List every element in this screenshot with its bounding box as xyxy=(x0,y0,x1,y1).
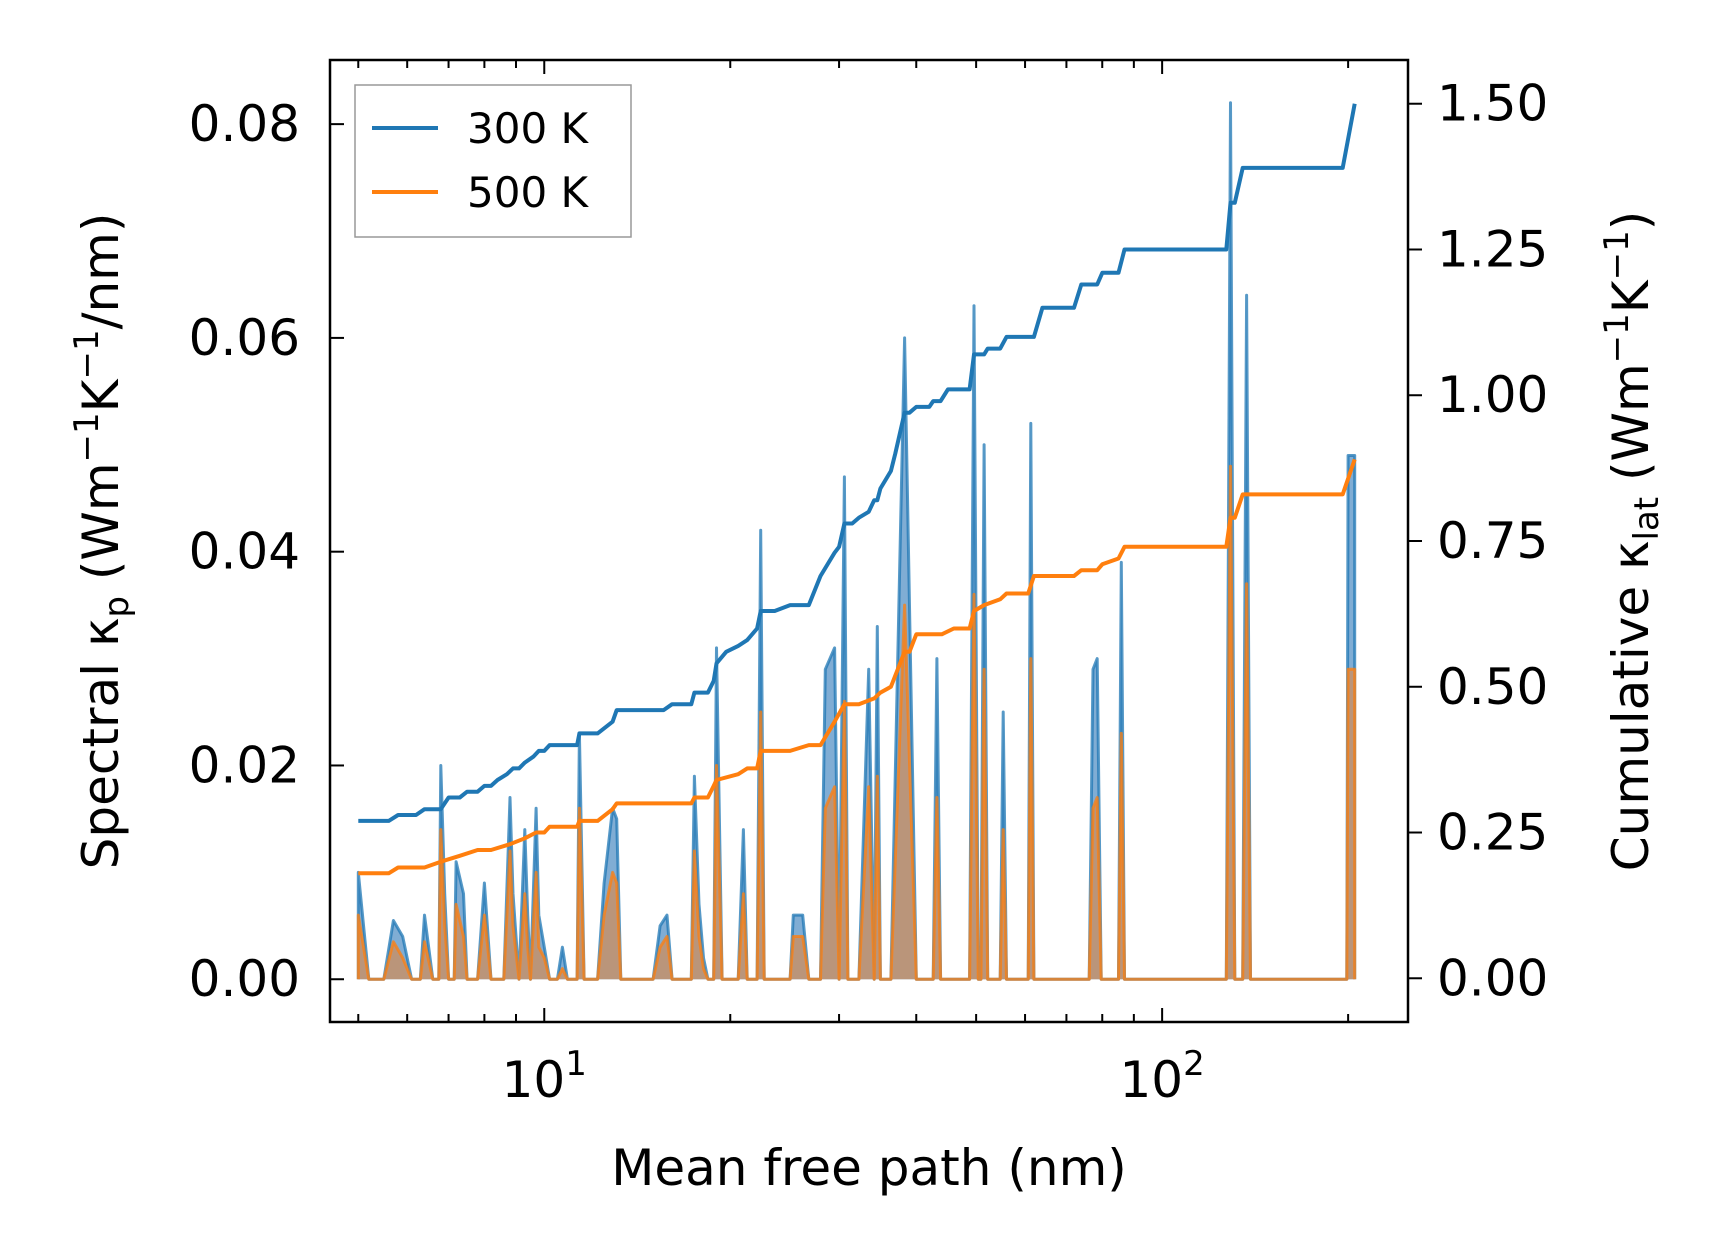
x-tick-exponent: 1 xyxy=(565,1044,587,1084)
y-right-sub: lat xyxy=(1627,497,1667,541)
y-left-tick-label: 0.04 xyxy=(189,523,300,581)
legend-box xyxy=(354,84,632,238)
x-tick-label: 101 xyxy=(502,1044,587,1109)
y-left-tick-label: 0.00 xyxy=(189,950,300,1008)
axis-ticks: 101 1020.000.020.040.060.080.000.250.500.… xyxy=(189,60,1548,1109)
y-right-tick-label: 0.25 xyxy=(1437,804,1548,862)
y-right-prefix: Cumulative κ xyxy=(1602,540,1660,871)
spectral-area-0 xyxy=(358,102,1355,980)
y-right-sup1: −1 xyxy=(1597,313,1637,363)
y-left-tick-label: 0.06 xyxy=(189,309,300,367)
y-left-tick-label: 0.08 xyxy=(189,95,300,153)
y-right-tick-label: 1.00 xyxy=(1437,366,1548,424)
cumulative-line-0 xyxy=(358,103,1357,823)
y-right-units-open: (Wm xyxy=(1602,363,1660,497)
y-right-tick-label: 0.75 xyxy=(1437,512,1548,570)
y-left-sup1: −1 xyxy=(67,412,107,462)
y-left-sub: p xyxy=(97,596,137,618)
spectral-area-1 xyxy=(358,466,1355,980)
x-axis-title: Mean free path (nm) xyxy=(611,1139,1127,1197)
y-right-mid: K xyxy=(1602,279,1660,313)
legend-label-300k: 300 K xyxy=(467,104,590,153)
y-right-tick-label: 1.50 xyxy=(1437,75,1548,133)
legend-label-500k: 500 K xyxy=(467,168,590,217)
spectral-line-1 xyxy=(356,464,1357,981)
y-left-tick-label: 0.02 xyxy=(189,736,300,794)
y-right-tick-label: 0.50 xyxy=(1437,658,1548,716)
y-left-suffix: /nm) xyxy=(72,213,130,330)
y-right-sup2: −1 xyxy=(1597,230,1637,280)
y-left-prefix: Spectral κ xyxy=(72,618,130,870)
y-left-sup2: −1 xyxy=(67,329,107,379)
y-axis-left-title: Spectral κp (Wm−1K−1/nm) xyxy=(67,213,137,870)
x-tick-exponent: 2 xyxy=(1183,1044,1205,1084)
spectral-fills xyxy=(356,101,1357,981)
cumulative-line-1 xyxy=(358,458,1357,876)
y-left-units-open: (Wm xyxy=(72,462,130,596)
x-tick-base: 10 xyxy=(1119,1051,1183,1109)
series-lines xyxy=(358,103,1357,876)
x-tick-label: 102 xyxy=(1119,1044,1204,1109)
y-left-mid: K xyxy=(72,378,130,412)
y-axis-right-title: Cumulative κlat (Wm−1K−1) xyxy=(1597,211,1667,871)
y-right-suffix: ) xyxy=(1602,211,1660,231)
x-tick-base: 10 xyxy=(502,1051,566,1109)
legend: 300 K 500 K xyxy=(354,84,632,238)
y-right-tick-label: 0.00 xyxy=(1437,949,1548,1007)
y-right-tick-label: 1.25 xyxy=(1437,220,1548,278)
